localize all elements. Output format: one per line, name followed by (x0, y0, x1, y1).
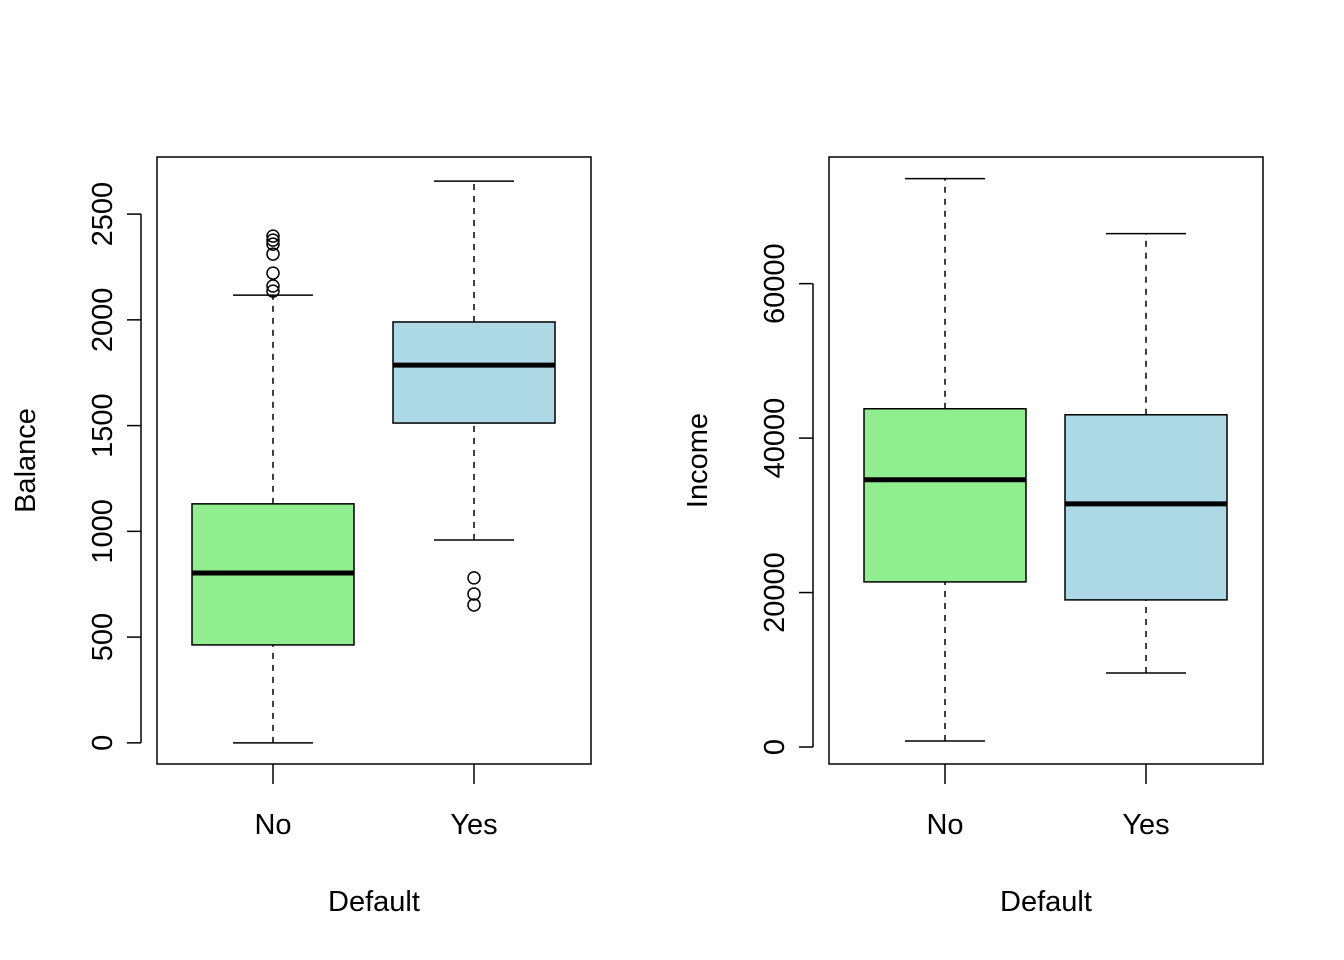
y-tick-label: 0 (87, 735, 119, 751)
y-tick-label: 1000 (87, 499, 119, 564)
outlier-point (266, 237, 280, 251)
panel-2: 0 20000 40000 60000 Income Default No Yes (682, 156, 1264, 918)
x-tick-label: Yes (450, 809, 497, 841)
x-axis-label: Default (1000, 886, 1092, 918)
y-tick-label: 0 (759, 739, 791, 755)
box-yes: Yes (1064, 232, 1228, 841)
outlier-point (266, 279, 280, 293)
y-tick-label: 500 (87, 613, 119, 661)
x-tick-label: Yes (1122, 809, 1169, 841)
x-tick-label: No (254, 809, 291, 841)
outlier-point (467, 598, 481, 612)
y-tick-label: 20000 (759, 552, 791, 633)
iqr-box (863, 408, 1027, 583)
outlier-point (467, 587, 481, 601)
outlier-point (266, 229, 280, 243)
outlier-point (266, 266, 280, 280)
outlier-point (266, 233, 280, 247)
x-axis-label: Default (328, 886, 420, 918)
y-tick-label: 40000 (759, 398, 791, 479)
y-tick-label: 60000 (759, 243, 791, 324)
y-axis-label: Income (682, 413, 714, 508)
y-axis-label: Balance (10, 408, 42, 513)
iqr-box (392, 321, 556, 424)
y-tick-label: 2500 (87, 182, 119, 247)
box-yes: Yes (392, 180, 556, 841)
box-no: No (191, 229, 355, 841)
x-tick-label: No (926, 809, 963, 841)
iqr-box (1064, 414, 1228, 601)
outlier-point (266, 247, 280, 261)
y-tick-label: 2000 (87, 288, 119, 353)
outlier-point (467, 571, 481, 585)
plot-frame (828, 156, 1264, 765)
y-tick-label: 1500 (87, 393, 119, 458)
box-no: No (863, 177, 1027, 841)
plot-frame (156, 156, 592, 765)
panel-1: 0 500 1000 1500 2000 2500 Balance Default No Yes (10, 156, 592, 918)
outlier-point (266, 284, 280, 298)
